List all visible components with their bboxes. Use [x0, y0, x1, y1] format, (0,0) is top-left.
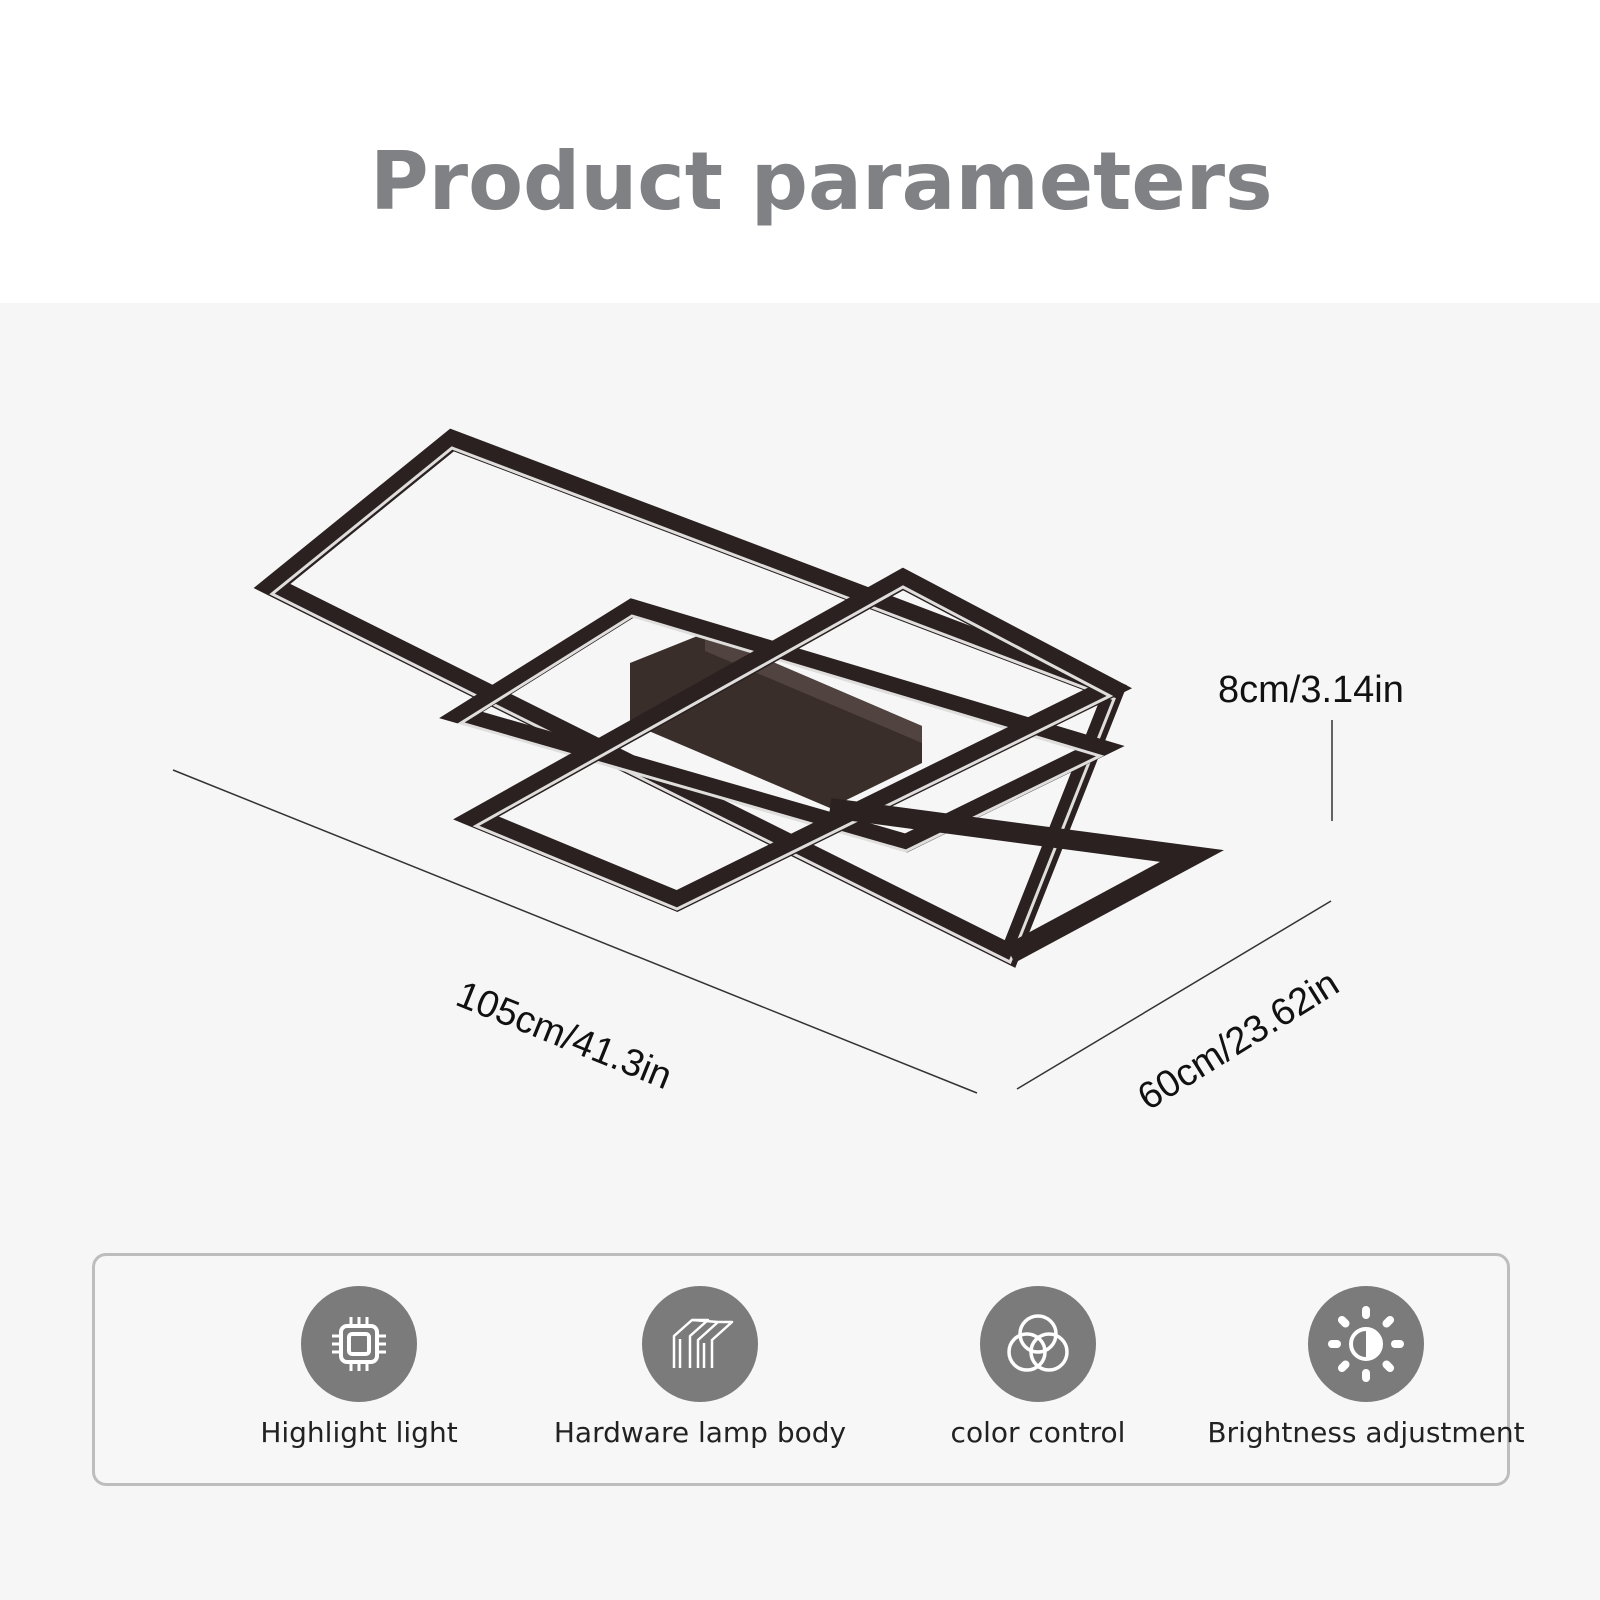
- page-title: Product parameters: [370, 135, 1273, 228]
- mounting-plate: [630, 633, 922, 808]
- height-dimension-label: 8cm/3.14in: [1218, 669, 1404, 711]
- ceiling-lamp: [253, 428, 1224, 968]
- feature-brightness-adjustment: Brightness adjustment: [1196, 1286, 1536, 1449]
- chip-icon: [301, 1286, 417, 1402]
- width-dimension-line: [1016, 900, 1332, 1090]
- color-circles-icon: [980, 1286, 1096, 1402]
- features-panel: Highlight light Hardware lamp body: [92, 1253, 1525, 1486]
- header: Product parameters: [0, 0, 1600, 303]
- small-frame-light: [457, 614, 1105, 853]
- feature-color-control: color control: [868, 1286, 1208, 1449]
- small-frame: [439, 598, 1125, 853]
- large-frame-light: [269, 446, 1116, 965]
- front-frame-light: [472, 585, 1114, 911]
- large-frame-right-edge: [828, 798, 1224, 963]
- sun-brightness-icon: [1308, 1286, 1424, 1402]
- feature-label: Hardware lamp body: [553, 1416, 847, 1449]
- lamp-illustration: [172, 428, 1333, 1094]
- length-dimension-line: [172, 769, 978, 1094]
- feature-label: Highlight light: [260, 1416, 458, 1449]
- feature-label: color control: [950, 1416, 1126, 1449]
- front-frame: [453, 567, 1133, 912]
- profile-bar-icon: [642, 1286, 758, 1402]
- feature-highlight-light: Highlight light: [189, 1286, 529, 1449]
- feature-hardware-lamp-body: Hardware lamp body: [530, 1286, 870, 1449]
- feature-label: Brightness adjustment: [1207, 1416, 1525, 1449]
